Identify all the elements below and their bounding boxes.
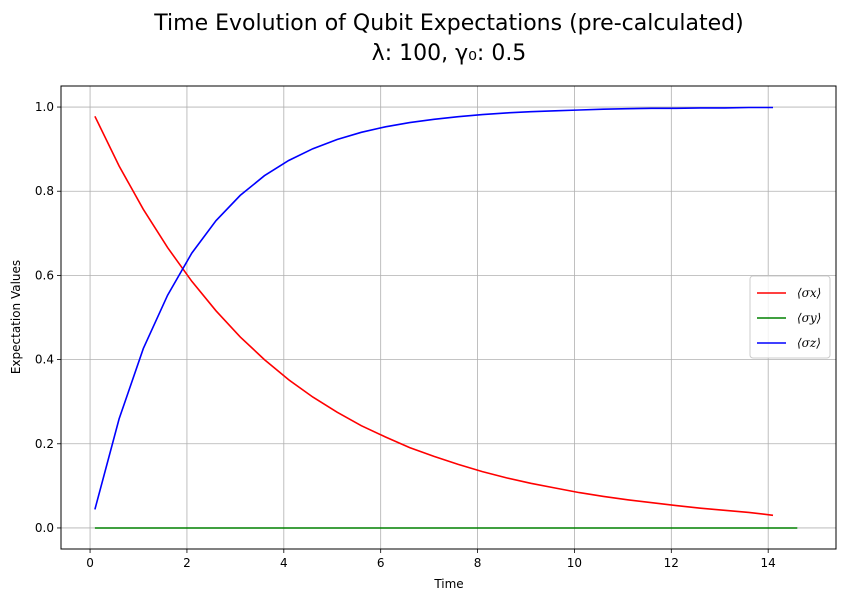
legend-box	[749, 275, 831, 359]
legend-label-1: ⟨σy⟩	[797, 311, 821, 325]
x-tick-label: 8	[474, 556, 482, 570]
tick-layer: 0 2 4 6 8 10 12 14 0.0 0.2 0.4 0.6 0.8 1.0	[35, 100, 776, 570]
x-tick-label: 10	[567, 556, 582, 570]
x-tick-label: 2	[183, 556, 191, 570]
legend-label-2: ⟨σz⟩	[797, 336, 821, 350]
chart-title-line1: Time Evolution of Qubit Expectations (pr…	[153, 11, 743, 36]
y-tick-label: 0.6	[35, 268, 54, 282]
series-line-2	[94, 106, 773, 510]
y-tick-label: 0.4	[35, 353, 54, 367]
chart-title-line2: λ: 100, γ₀: 0.5	[372, 41, 527, 66]
y-tick-label: 0.8	[35, 184, 54, 198]
legend-entries: ⟨σx⟩ ⟨σy⟩ ⟨σz⟩	[757, 286, 821, 350]
x-tick-label: 0	[86, 556, 94, 570]
grid-layer	[61, 86, 836, 549]
y-tick-label: 1.0	[35, 100, 54, 114]
y-axis-label: Expectation Values	[9, 260, 23, 374]
x-axis-label: Time	[433, 577, 463, 591]
legend-label-0: ⟨σx⟩	[797, 286, 821, 300]
series-line-0	[94, 115, 774, 517]
x-tick-label: 12	[664, 556, 679, 570]
x-tick-label: 4	[280, 556, 288, 570]
y-tick-label: 0.0	[35, 521, 54, 535]
y-tick-label: 0.2	[35, 437, 54, 451]
x-tick-label: 6	[377, 556, 385, 570]
x-tick-label: 14	[761, 556, 776, 570]
legend: ⟨σx⟩ ⟨σy⟩ ⟨σz⟩	[749, 275, 831, 359]
series-layer	[94, 106, 798, 529]
plot-frame	[60, 85, 837, 550]
